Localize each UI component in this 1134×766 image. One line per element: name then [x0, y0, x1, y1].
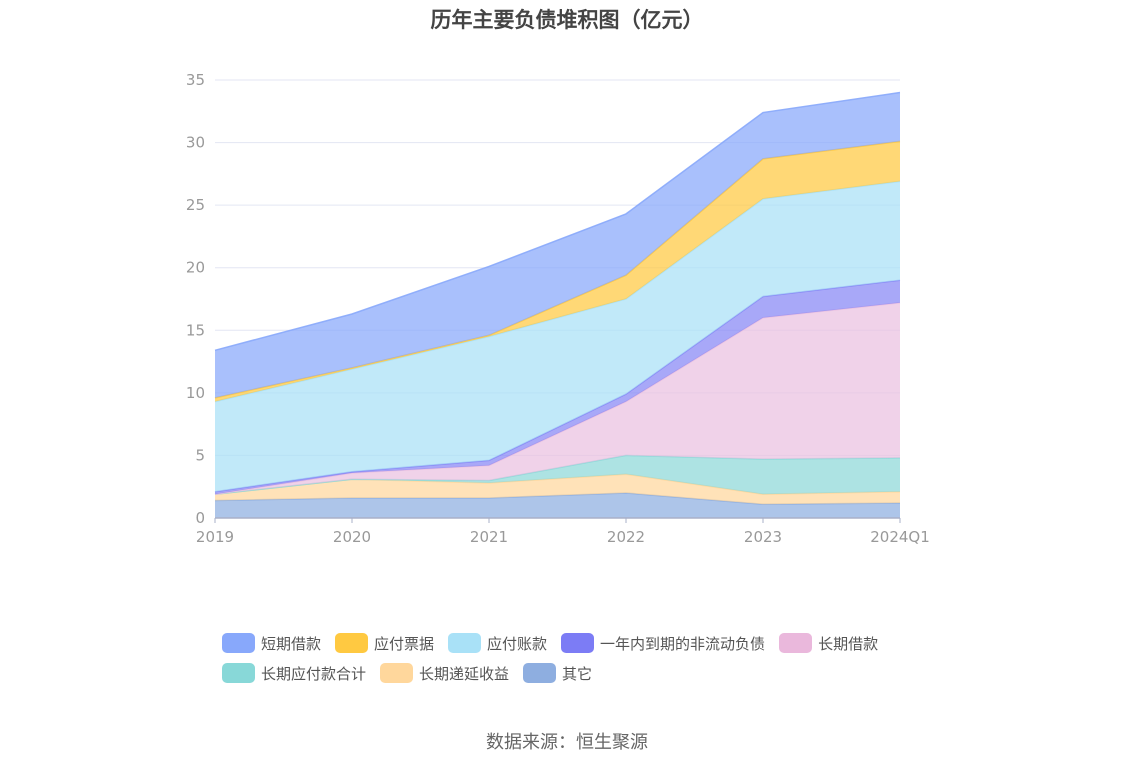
legend-swatch	[523, 663, 557, 683]
y-tick-label: 5	[195, 446, 205, 464]
stacked-area-chart: 0 5 10 15 20 25 30 35 2019 2020 2021 2022 2023 2024Q1	[186, 71, 930, 546]
legend-item[interactable]: 应付账款	[448, 633, 547, 654]
legend-item[interactable]: 长期借款	[779, 633, 878, 654]
x-tick-label: 2022	[607, 528, 645, 546]
legend-swatch	[779, 633, 813, 653]
legend-item[interactable]: 长期递延收益	[380, 663, 509, 684]
legend-label: 应付票据	[374, 634, 435, 653]
series-line-7	[214, 91, 901, 352]
legend-item[interactable]: 应付票据	[335, 633, 434, 654]
area-series-1	[215, 474, 900, 505]
legend-item[interactable]: 一年内到期的非流动负债	[561, 633, 765, 654]
data-source: 数据来源：恒生聚源	[486, 732, 648, 753]
chart-legend: 短期借款 应付票据 应付账款 一年内到期的非流动负债 长期借款长期应付款合计 长期递延收益…	[222, 628, 942, 688]
legend-swatch	[380, 663, 414, 683]
legend-item[interactable]: 长期应付款合计	[222, 663, 366, 684]
x-tick-label: 2020	[333, 528, 371, 546]
area-series-4	[215, 280, 900, 495]
area-series-6	[215, 141, 900, 402]
y-tick-label: 30	[186, 134, 205, 152]
y-tick-label: 15	[186, 321, 205, 339]
legend-label: 一年内到期的非流动负债	[600, 634, 766, 653]
legend-swatch	[561, 633, 595, 653]
series-line-2	[214, 454, 901, 495]
area-series-0	[215, 492, 900, 518]
legend-swatch	[222, 663, 255, 683]
legend-row: 长期应付款合计 长期递延收益 其它	[222, 658, 942, 688]
chart-title: 历年主要负债堆积图（亿元）	[430, 8, 704, 32]
y-tick-label: 20	[186, 259, 205, 277]
x-tick-label: 2021	[470, 528, 508, 546]
x-tick-label: 2019	[196, 528, 234, 546]
legend-label: 长期借款	[818, 634, 879, 653]
legend-swatch	[335, 633, 369, 653]
legend-label: 短期借款	[261, 634, 322, 653]
legend-label: 应付账款	[487, 634, 548, 653]
legend-swatch	[448, 633, 482, 653]
legend-item[interactable]: 短期借款	[222, 633, 321, 654]
x-tick-label: 2023	[744, 528, 782, 546]
legend-label: 其它	[562, 664, 593, 683]
x-tick-label: 2024Q1	[870, 528, 930, 546]
y-tick-label: 10	[186, 384, 205, 402]
y-tick-label: 35	[186, 71, 205, 89]
legend-row: 短期借款 应付票据 应付账款 一年内到期的非流动负债 长期借款	[222, 628, 942, 658]
y-tick-label: 0	[195, 509, 205, 527]
legend-label: 长期递延收益	[419, 664, 510, 683]
legend-item[interactable]: 其它	[523, 663, 592, 684]
y-tick-label: 25	[186, 196, 205, 214]
area-series-3	[215, 302, 900, 495]
legend-swatch	[222, 633, 255, 653]
area-series-2	[215, 455, 900, 495]
legend-label: 长期应付款合计	[261, 664, 367, 683]
area-series-5	[215, 181, 900, 492]
area-series-7	[215, 92, 900, 398]
